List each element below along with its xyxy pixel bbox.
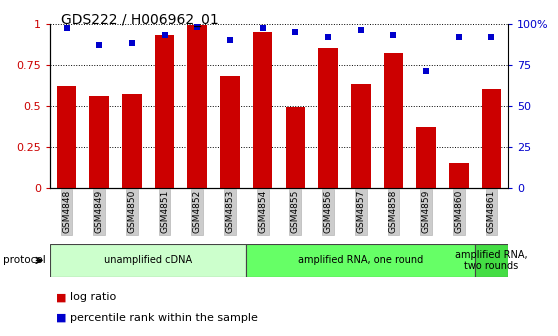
Bar bbox=[449, 164, 469, 188]
Bar bbox=[475, 244, 508, 277]
Text: GSM4849: GSM4849 bbox=[95, 190, 104, 233]
Text: GSM4859: GSM4859 bbox=[422, 190, 431, 234]
Text: GSM4852: GSM4852 bbox=[193, 190, 202, 233]
Bar bbox=[155, 35, 175, 188]
Text: GSM4855: GSM4855 bbox=[291, 190, 300, 234]
Text: GSM4854: GSM4854 bbox=[258, 190, 267, 233]
Bar bbox=[482, 89, 501, 188]
Text: GSM4856: GSM4856 bbox=[324, 190, 333, 234]
Bar bbox=[89, 96, 109, 188]
Text: log ratio: log ratio bbox=[70, 292, 116, 302]
Bar bbox=[351, 84, 371, 188]
Bar bbox=[416, 127, 436, 188]
Text: ■: ■ bbox=[56, 312, 66, 323]
Bar bbox=[57, 86, 76, 188]
Bar bbox=[187, 25, 207, 188]
Text: GSM4857: GSM4857 bbox=[356, 190, 365, 234]
Text: GSM4853: GSM4853 bbox=[225, 190, 234, 234]
Text: amplified RNA, one round: amplified RNA, one round bbox=[298, 255, 424, 265]
Text: GSM4850: GSM4850 bbox=[127, 190, 136, 234]
Bar bbox=[286, 108, 305, 188]
Text: unamplified cDNA: unamplified cDNA bbox=[104, 255, 193, 265]
Text: protocol: protocol bbox=[3, 255, 46, 265]
Bar bbox=[253, 32, 272, 188]
Text: GSM4858: GSM4858 bbox=[389, 190, 398, 234]
Bar bbox=[383, 53, 403, 188]
Bar bbox=[318, 48, 338, 188]
Bar bbox=[122, 94, 142, 188]
Text: GSM4851: GSM4851 bbox=[160, 190, 169, 234]
Bar bbox=[50, 244, 246, 277]
Bar bbox=[220, 76, 240, 188]
Bar bbox=[246, 244, 475, 277]
Text: GSM4860: GSM4860 bbox=[454, 190, 463, 234]
Text: GSM4861: GSM4861 bbox=[487, 190, 496, 234]
Text: GDS222 / H006962_01: GDS222 / H006962_01 bbox=[61, 13, 219, 28]
Text: GSM4848: GSM4848 bbox=[62, 190, 71, 233]
Text: ■: ■ bbox=[56, 292, 66, 302]
Text: amplified RNA,
two rounds: amplified RNA, two rounds bbox=[455, 250, 528, 271]
Text: percentile rank within the sample: percentile rank within the sample bbox=[70, 312, 258, 323]
